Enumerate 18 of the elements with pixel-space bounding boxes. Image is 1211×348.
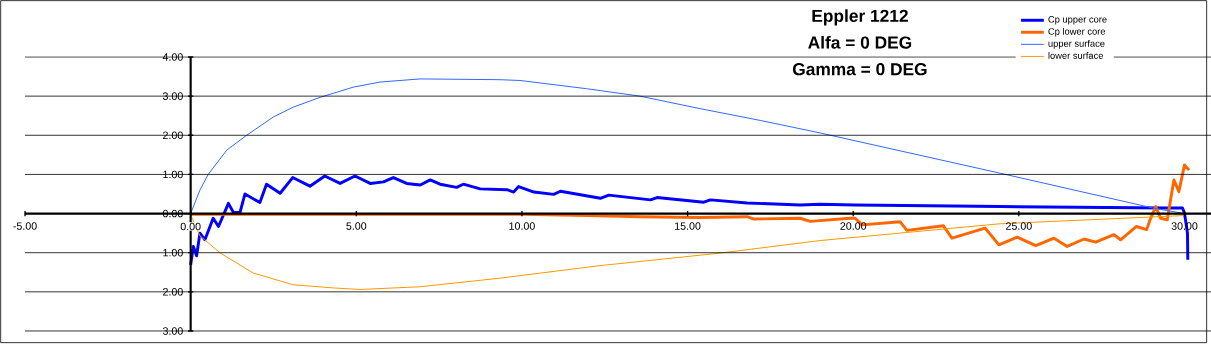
y-tick-label: 3.00 — [162, 92, 183, 100]
x-tick-label: -5.00 — [13, 222, 37, 230]
x-tick-label: 25.00 — [1006, 222, 1032, 230]
x-tick-label: 5.00 — [346, 222, 367, 230]
x-tick-label: 0.00 — [180, 222, 201, 231]
x-tick-label: 20.00 — [840, 222, 867, 230]
annotation: Gamma = 0 DEG — [792, 63, 927, 76]
x-tick-label: 10.00 — [509, 222, 535, 230]
legend-label: Cp upper core — [1048, 16, 1107, 25]
y-tick-label: 3.00 — [162, 327, 183, 335]
legend-label: upper surface — [1048, 39, 1105, 49]
legend-label: lower surface — [1048, 52, 1104, 59]
y-tick-label: 2.00 — [163, 288, 183, 296]
chart-title: Eppler 1212 — [812, 9, 908, 26]
x-tick-label: 15.00 — [675, 222, 701, 230]
chart-subtitle: Alfa = 0 DEG — [808, 35, 912, 49]
legend-label: Cp lower core — [1048, 27, 1106, 37]
y-tick-label: 4.00 — [162, 53, 183, 61]
